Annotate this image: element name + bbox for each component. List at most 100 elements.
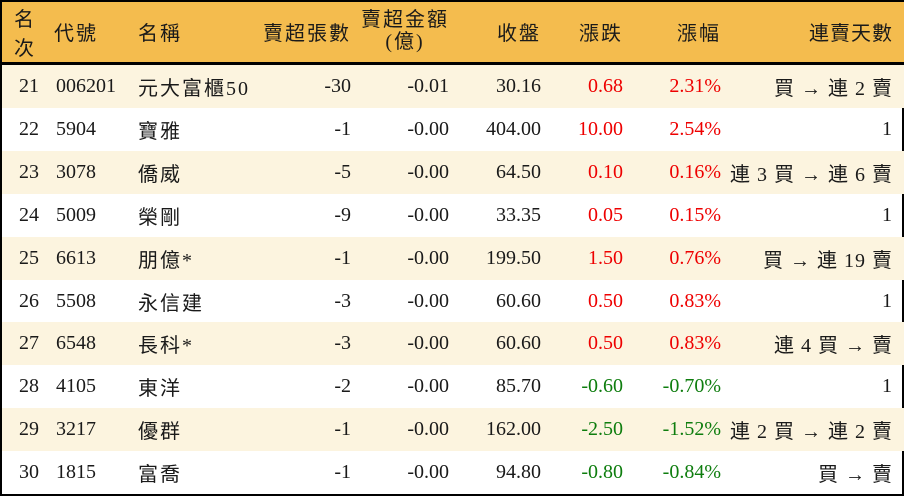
cell-change: 0.68 [548, 63, 630, 109]
cell-streak: 買 → 賣 [818, 464, 893, 487]
cell-rank: 21 [2, 63, 54, 109]
cell-rank: 29 [2, 408, 54, 452]
cell-sell-volume: -5 [263, 150, 358, 194]
table-body: 21 006201 元大富櫃50 -30 -0.01 30.16 0.68 2.… [2, 63, 904, 494]
cell-name: 朋億* [138, 236, 263, 280]
cell-sell-amount: -0.00 [407, 375, 449, 398]
table-row: 29 3217 優群 -1 -0.00 162.00 -2.50 -1.52% … [2, 408, 904, 452]
cell-streak: 1 [882, 375, 893, 398]
cell-sell-amount: -0.00 [358, 408, 456, 452]
cell-change-pct: -1.52% [630, 408, 728, 452]
col-header-sell-amount-line2: (億) [385, 31, 425, 54]
cell-change-pct: 0.83% [669, 289, 721, 312]
col-header-name: 名稱 [138, 2, 263, 65]
table-row: 21 006201 元大富櫃50 -30 -0.01 30.16 0.68 2.… [2, 63, 904, 109]
cell-code: 6548 [54, 322, 138, 366]
cell-change-pct: 2.54% [669, 118, 721, 141]
cell-change-pct: 0.76% [630, 236, 728, 280]
cell-rank: 28 [19, 375, 39, 398]
cell-change-pct: -0.70% [662, 375, 721, 398]
col-header-streak: 連賣天數 [728, 2, 904, 65]
col-header-change-pct: 漲幅 [630, 2, 728, 65]
cell-change: 1.50 [548, 236, 630, 280]
cell-change: -2.50 [548, 408, 630, 452]
cell-change: 0.10 [548, 150, 630, 194]
cell-rank: 30 [19, 461, 39, 484]
table-row: 24 5009 榮剛 -9 -0.00 33.35 0.05 0.15% 1 [2, 194, 904, 237]
cell-sell-amount: -0.00 [358, 150, 456, 194]
cell-sell-volume: -3 [263, 322, 358, 366]
cell-code: 006201 [54, 63, 138, 109]
cell-code: 5904 [56, 118, 96, 141]
cell-sell-amount: -0.00 [358, 322, 456, 366]
cell-streak: 連 4 買 → 賣 [728, 322, 904, 366]
cell-sell-volume: -1 [263, 408, 358, 452]
cell-streak: 1 [882, 289, 893, 312]
table-row: 22 5904 寶雅 -1 -0.00 404.00 10.00 2.54% 1 [2, 108, 904, 151]
cell-sell-volume: -1 [334, 461, 351, 484]
cell-change-pct: 0.83% [630, 322, 728, 366]
cell-sell-volume: -1 [263, 236, 358, 280]
col-header-change: 漲跌 [548, 2, 630, 65]
col-header-sell-amount: 賣超金額 (億) [358, 2, 456, 65]
table-row: 30 1815 富喬 -1 -0.00 94.80 -0.80 -0.84% 買… [2, 451, 904, 494]
cell-sell-amount: -0.00 [407, 289, 449, 312]
cell-code: 5508 [56, 289, 96, 312]
cell-change-pct: -0.84% [662, 461, 721, 484]
cell-close: 85.70 [496, 375, 541, 398]
cell-rank: 22 [19, 118, 39, 141]
cell-name: 長科* [138, 322, 263, 366]
cell-name: 寶雅 [138, 121, 182, 144]
cell-close: 94.80 [496, 461, 541, 484]
cell-change: 0.50 [548, 322, 630, 366]
cell-streak: 1 [882, 203, 893, 226]
cell-sell-volume: -9 [334, 203, 351, 226]
cell-streak: 買 → 連 19 賣 [728, 236, 904, 280]
cell-sell-volume: -1 [334, 118, 351, 141]
cell-change: -0.80 [581, 461, 623, 484]
cell-rank: 25 [2, 236, 54, 280]
cell-name: 榮剛 [138, 206, 182, 229]
cell-sell-amount: -0.00 [358, 236, 456, 280]
cell-streak: 買 → 連 2 賣 [728, 63, 904, 109]
cell-streak: 1 [882, 118, 893, 141]
col-header-close: 收盤 [456, 2, 548, 65]
table-row: 27 6548 長科* -3 -0.00 60.60 0.50 0.83% 連 … [2, 322, 904, 366]
cell-rank: 23 [2, 150, 54, 194]
cell-sell-amount: -0.00 [407, 203, 449, 226]
cell-code: 4105 [56, 375, 96, 398]
cell-name: 優群 [138, 408, 263, 452]
cell-sell-amount: -0.01 [358, 63, 456, 109]
cell-close: 30.16 [456, 63, 548, 109]
table-row: 25 6613 朋億* -1 -0.00 199.50 1.50 0.76% 買… [2, 236, 904, 280]
cell-sell-volume: -3 [334, 289, 351, 312]
cell-change-pct: 0.16% [630, 150, 728, 194]
col-header-sell-amount-line1: 賣超金額 [361, 9, 449, 32]
cell-close: 33.35 [496, 203, 541, 226]
cell-change: 10.00 [578, 118, 623, 141]
cell-change-pct: 0.15% [669, 203, 721, 226]
cell-code: 6613 [54, 236, 138, 280]
cell-close: 64.50 [456, 150, 548, 194]
cell-rank: 24 [19, 203, 39, 226]
cell-code: 1815 [56, 461, 96, 484]
cell-sell-volume: -30 [263, 63, 358, 109]
cell-close: 404.00 [486, 118, 541, 141]
cell-sell-volume: -2 [334, 375, 351, 398]
col-header-sell-amount-lines: 賣超金額 (億) [361, 9, 449, 53]
col-header-code: 代號 [54, 2, 138, 65]
cell-close: 199.50 [456, 236, 548, 280]
cell-code: 3217 [54, 408, 138, 452]
cell-close: 60.60 [496, 289, 541, 312]
table-row: 23 3078 僑威 -5 -0.00 64.50 0.10 0.16% 連 3… [2, 150, 904, 194]
table-row: 26 5508 永信建 -3 -0.00 60.60 0.50 0.83% 1 [2, 280, 904, 323]
cell-name: 東洋 [138, 378, 182, 401]
header-row: 名次 代號 名稱 賣超張數 賣超金額 (億) 收盤 漲跌 漲幅 連賣天數 [2, 2, 904, 65]
cell-streak: 連 3 買 → 連 6 賣 [728, 150, 904, 194]
cell-change-pct: 2.31% [630, 63, 728, 109]
cell-streak: 連 2 買 → 連 2 賣 [728, 408, 904, 452]
cell-name: 僑威 [138, 150, 263, 194]
cell-name: 富喬 [138, 464, 182, 487]
